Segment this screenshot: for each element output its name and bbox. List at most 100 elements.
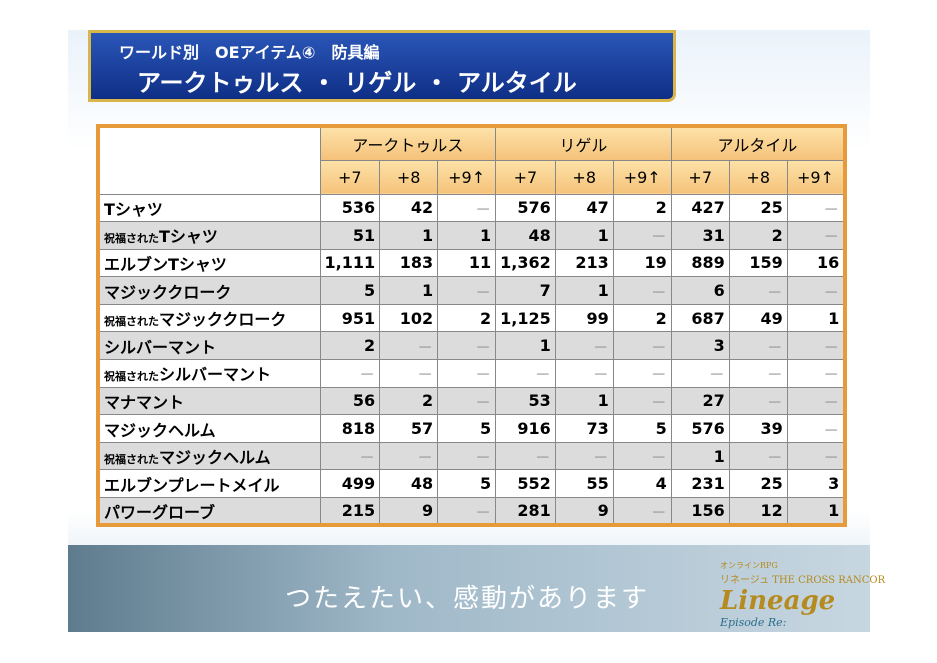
row-name: マジッククローク [97, 276, 321, 305]
row-name: マナマント [97, 386, 321, 416]
title-line2: アークトゥルス ・ リゲル ・ アルタイル [137, 69, 577, 97]
table-cell: 156 [670, 497, 730, 526]
table-cell: 47 [554, 193, 614, 223]
table-cell: 55 [554, 469, 614, 499]
table-cell: 2 [728, 221, 788, 250]
table-cell: 42 [379, 193, 439, 223]
table-cell: － [554, 331, 614, 361]
table-cell: － [437, 276, 497, 305]
table-cell: 102 [379, 303, 439, 333]
row-name: マジックヘルム [97, 414, 321, 443]
table-cell: － [437, 386, 497, 416]
table-row: エルブンTシャツ 1,111 183 11 1,362 213 19 889 159 16 [97, 248, 846, 278]
table-row: パワーグローブ 215 9 － 281 9 － 156 12 1 [97, 497, 846, 526]
table-cell: 51 [319, 221, 381, 250]
table-cell: 25 [728, 469, 788, 499]
table-cell: 57 [379, 414, 439, 443]
table-cell: － [319, 441, 381, 471]
subheader-row: +7 +8 +9↑ +7 +8 +9↑ +7 +8 +9↑ [98, 159, 846, 195]
table-cell: 687 [670, 303, 730, 333]
table-cell: 1 [554, 221, 614, 250]
table-cell: 9 [554, 497, 614, 526]
table-cell: 1 [554, 276, 614, 305]
table-cell: － [379, 331, 439, 361]
group-header: アルタイル [670, 125, 846, 161]
logo-text: Lineage [720, 586, 836, 616]
table-cell: － [612, 441, 672, 471]
row-label: マジッククローク [159, 310, 287, 330]
row-name: エルブンTシャツ [97, 248, 321, 278]
table-cell: 281 [495, 497, 556, 526]
table-cell: 427 [670, 193, 730, 223]
table-cell: 1 [495, 331, 556, 361]
table-cell: 818 [319, 414, 381, 443]
table-cell: 9 [379, 497, 439, 526]
table-cell: － [437, 193, 497, 223]
table-cell: 183 [379, 248, 439, 278]
table-cell: － [495, 441, 556, 471]
table-cell: 31 [670, 221, 730, 250]
table-cell: － [379, 359, 439, 388]
table-cell: 1 [786, 303, 846, 333]
table-cell: 4 [612, 469, 672, 499]
table-cell: 2 [612, 303, 672, 333]
table-cell: － [554, 441, 614, 471]
table-cell: 11 [437, 248, 497, 278]
table-cell: 25 [728, 193, 788, 223]
table-cell: － [319, 359, 381, 388]
table-cell: 73 [554, 414, 614, 443]
row-label: エルブンTシャツ [104, 254, 227, 274]
row-label: マナマント [104, 392, 185, 412]
row-name: 祝福されたシルバーマント [97, 359, 321, 388]
table-cell: 5 [437, 414, 497, 443]
row-label: パワーグローブ [104, 502, 216, 522]
table-cell: － [554, 359, 614, 388]
table-cell: 39 [728, 414, 788, 443]
table-cell: 1 [786, 497, 846, 526]
column-header: +8 [728, 159, 788, 195]
column-header: +8 [554, 159, 614, 195]
row-name: 祝福されたマジッククローク [97, 303, 321, 333]
table-cell: 7 [495, 276, 556, 305]
row-prefix: 祝福された [104, 453, 159, 467]
table-cell: 576 [670, 414, 730, 443]
table-cell: 159 [728, 248, 788, 278]
table-row: マジックヘルム 818 57 5 916 73 5 576 39 － [97, 414, 846, 443]
table-cell: － [437, 359, 497, 388]
table-cell: 2 [319, 331, 381, 361]
table-row: 祝福されたシルバーマント－－－－－－－－－ [97, 359, 846, 388]
table-cell: 53 [495, 386, 556, 416]
table-cell: 56 [319, 386, 381, 416]
table-cell: 3 [786, 469, 846, 499]
table-cell: 552 [495, 469, 556, 499]
row-name: 祝福されたマジックヘルム [97, 441, 321, 471]
row-label: シルバーマント [159, 365, 272, 385]
table-cell: 213 [554, 248, 614, 278]
table-cell: 3 [670, 331, 730, 361]
row-name: パワーグローブ [97, 497, 321, 526]
header-row: アークトゥルス リゲル アルタイル [97, 125, 846, 195]
table-cell: 99 [554, 303, 614, 333]
row-label: エルブンプレートメイル [104, 475, 280, 495]
table-cell: － [612, 497, 672, 526]
corner-cell [97, 125, 321, 195]
logo-sub: リネージュ THE CROSS RANCOR [720, 575, 886, 586]
table-row: マナマント 56 2 － 53 1 － 27 －－ [97, 386, 846, 416]
table-cell: － [437, 331, 497, 361]
table-cell: 536 [319, 193, 381, 223]
table-cell: 951 [319, 303, 381, 333]
group-header: アークトゥルス [319, 125, 497, 161]
table-cell: 2 [437, 303, 497, 333]
row-prefix: 祝福された [104, 315, 159, 329]
table-cell: － [786, 276, 846, 305]
table-cell: 6 [670, 276, 730, 305]
table-row: 祝福されたマジックヘルム－－－－－－ 1 －－ [97, 441, 846, 471]
table-cell: － [786, 221, 846, 250]
table-cell: 1 [379, 276, 439, 305]
table-cell: － [437, 441, 497, 471]
row-name: シルバーマント [97, 331, 321, 361]
footer-image [68, 545, 870, 632]
table-cell: 12 [728, 497, 788, 526]
table-cell: － [786, 359, 846, 388]
table-cell: － [728, 386, 788, 416]
